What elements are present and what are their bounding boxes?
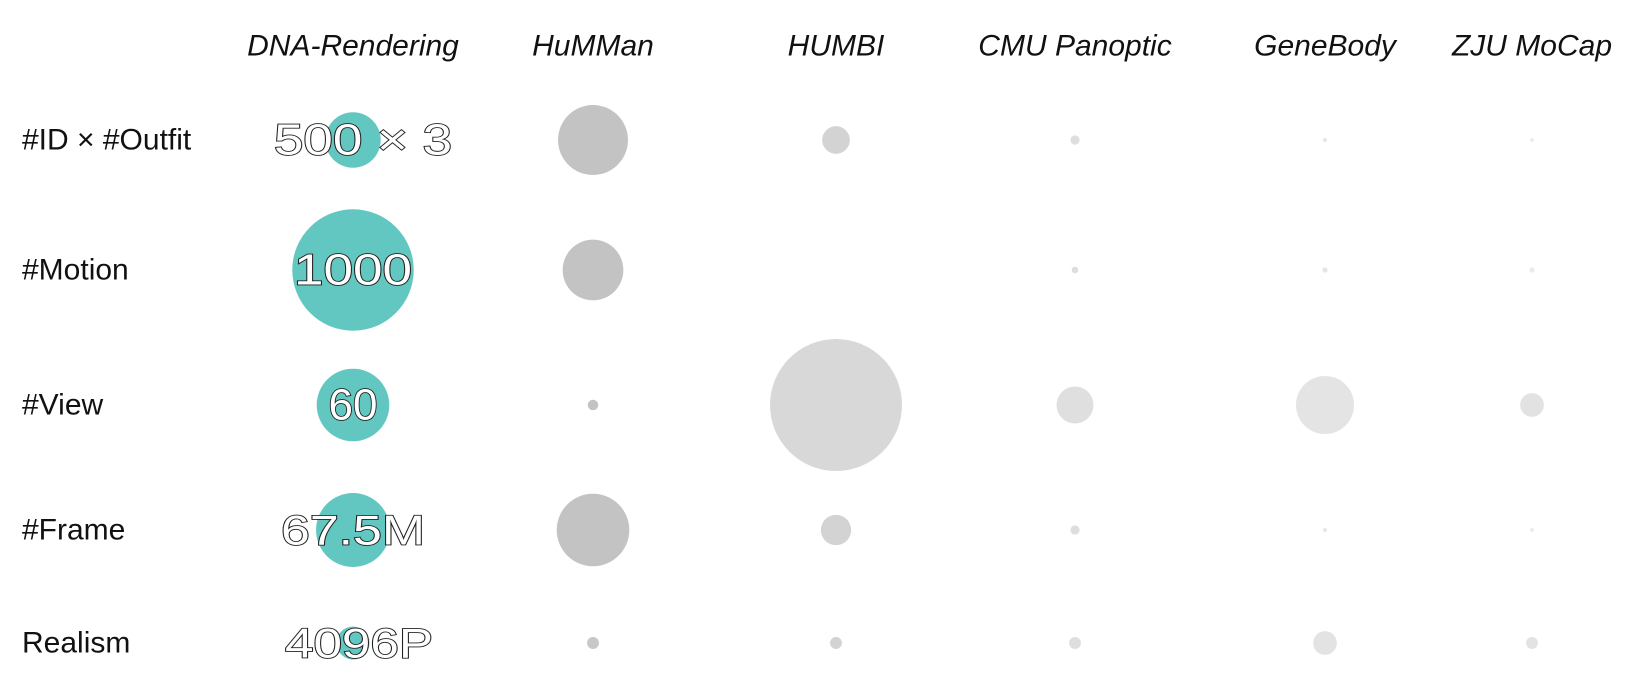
bubble-cmu-panoptic-frame <box>1070 525 1080 535</box>
bubble-humman-frame <box>556 493 630 567</box>
bubble-dna-rendering-view <box>316 368 390 442</box>
column-label-humman: HuMMan <box>532 30 654 63</box>
bubble-genebody-view <box>1295 375 1355 435</box>
bubble-humman-view <box>587 399 599 411</box>
bubble-humbi-frame <box>820 514 852 546</box>
bubble-genebody-frame <box>1323 528 1327 532</box>
bubble-dna-rendering-motion <box>292 209 414 331</box>
row-label-motion: #Motion <box>22 254 129 287</box>
bubble-humbi-id-outfit <box>822 126 850 154</box>
column-label-genebody: GeneBody <box>1254 30 1398 63</box>
bubble-genebody-realism <box>1313 631 1337 655</box>
bubble-zju-mocap-frame <box>1530 528 1534 532</box>
bubble-humman-motion <box>562 239 624 301</box>
bubble-cmu-panoptic-motion <box>1071 266 1079 274</box>
bubble-zju-mocap-id-outfit <box>1530 138 1534 142</box>
bubble-humbi-realism <box>830 637 842 649</box>
bubble-genebody-motion <box>1322 267 1328 273</box>
bubble-label-realism: 4096P <box>285 620 433 667</box>
row-label-view: #View <box>22 389 104 422</box>
row-label-realism: Realism <box>22 627 130 660</box>
bubble-dna-rendering-frame <box>316 493 390 567</box>
bubble-zju-mocap-realism <box>1526 637 1538 649</box>
bubble-label-frame: 67.5M <box>281 507 425 554</box>
bubble-zju-mocap-view <box>1520 393 1544 417</box>
column-label-zju-mocap: ZJU MoCap <box>1451 30 1612 63</box>
bubble-cmu-panoptic-realism <box>1069 637 1081 649</box>
bubble-dna-rendering-realism <box>336 626 370 660</box>
bubble-zju-mocap-motion <box>1529 267 1535 273</box>
bubble-humbi-view <box>770 339 902 471</box>
row-label-id-outfit: #ID × #Outfit <box>22 124 192 157</box>
column-label-cmu-panoptic: CMU Panoptic <box>978 30 1171 63</box>
bubble-genebody-id-outfit <box>1323 138 1327 142</box>
bubble-cmu-panoptic-view <box>1056 386 1094 424</box>
column-label-humbi: HUMBI <box>788 30 885 63</box>
row-label-frame: #Frame <box>22 514 125 547</box>
column-label-dna-rendering: DNA-Rendering <box>247 30 459 63</box>
bubble-label-id-outfit: 500 × 3 <box>274 116 452 165</box>
bubble-humman-realism <box>587 637 599 649</box>
bubble-dna-rendering-id-outfit <box>325 112 381 168</box>
bubble-label-view: 60 <box>329 381 378 430</box>
bubble-cmu-panoptic-id-outfit <box>1070 135 1080 145</box>
bubble-humman-id-outfit <box>558 105 628 175</box>
bubble-label-motion: 1000 <box>294 246 412 295</box>
